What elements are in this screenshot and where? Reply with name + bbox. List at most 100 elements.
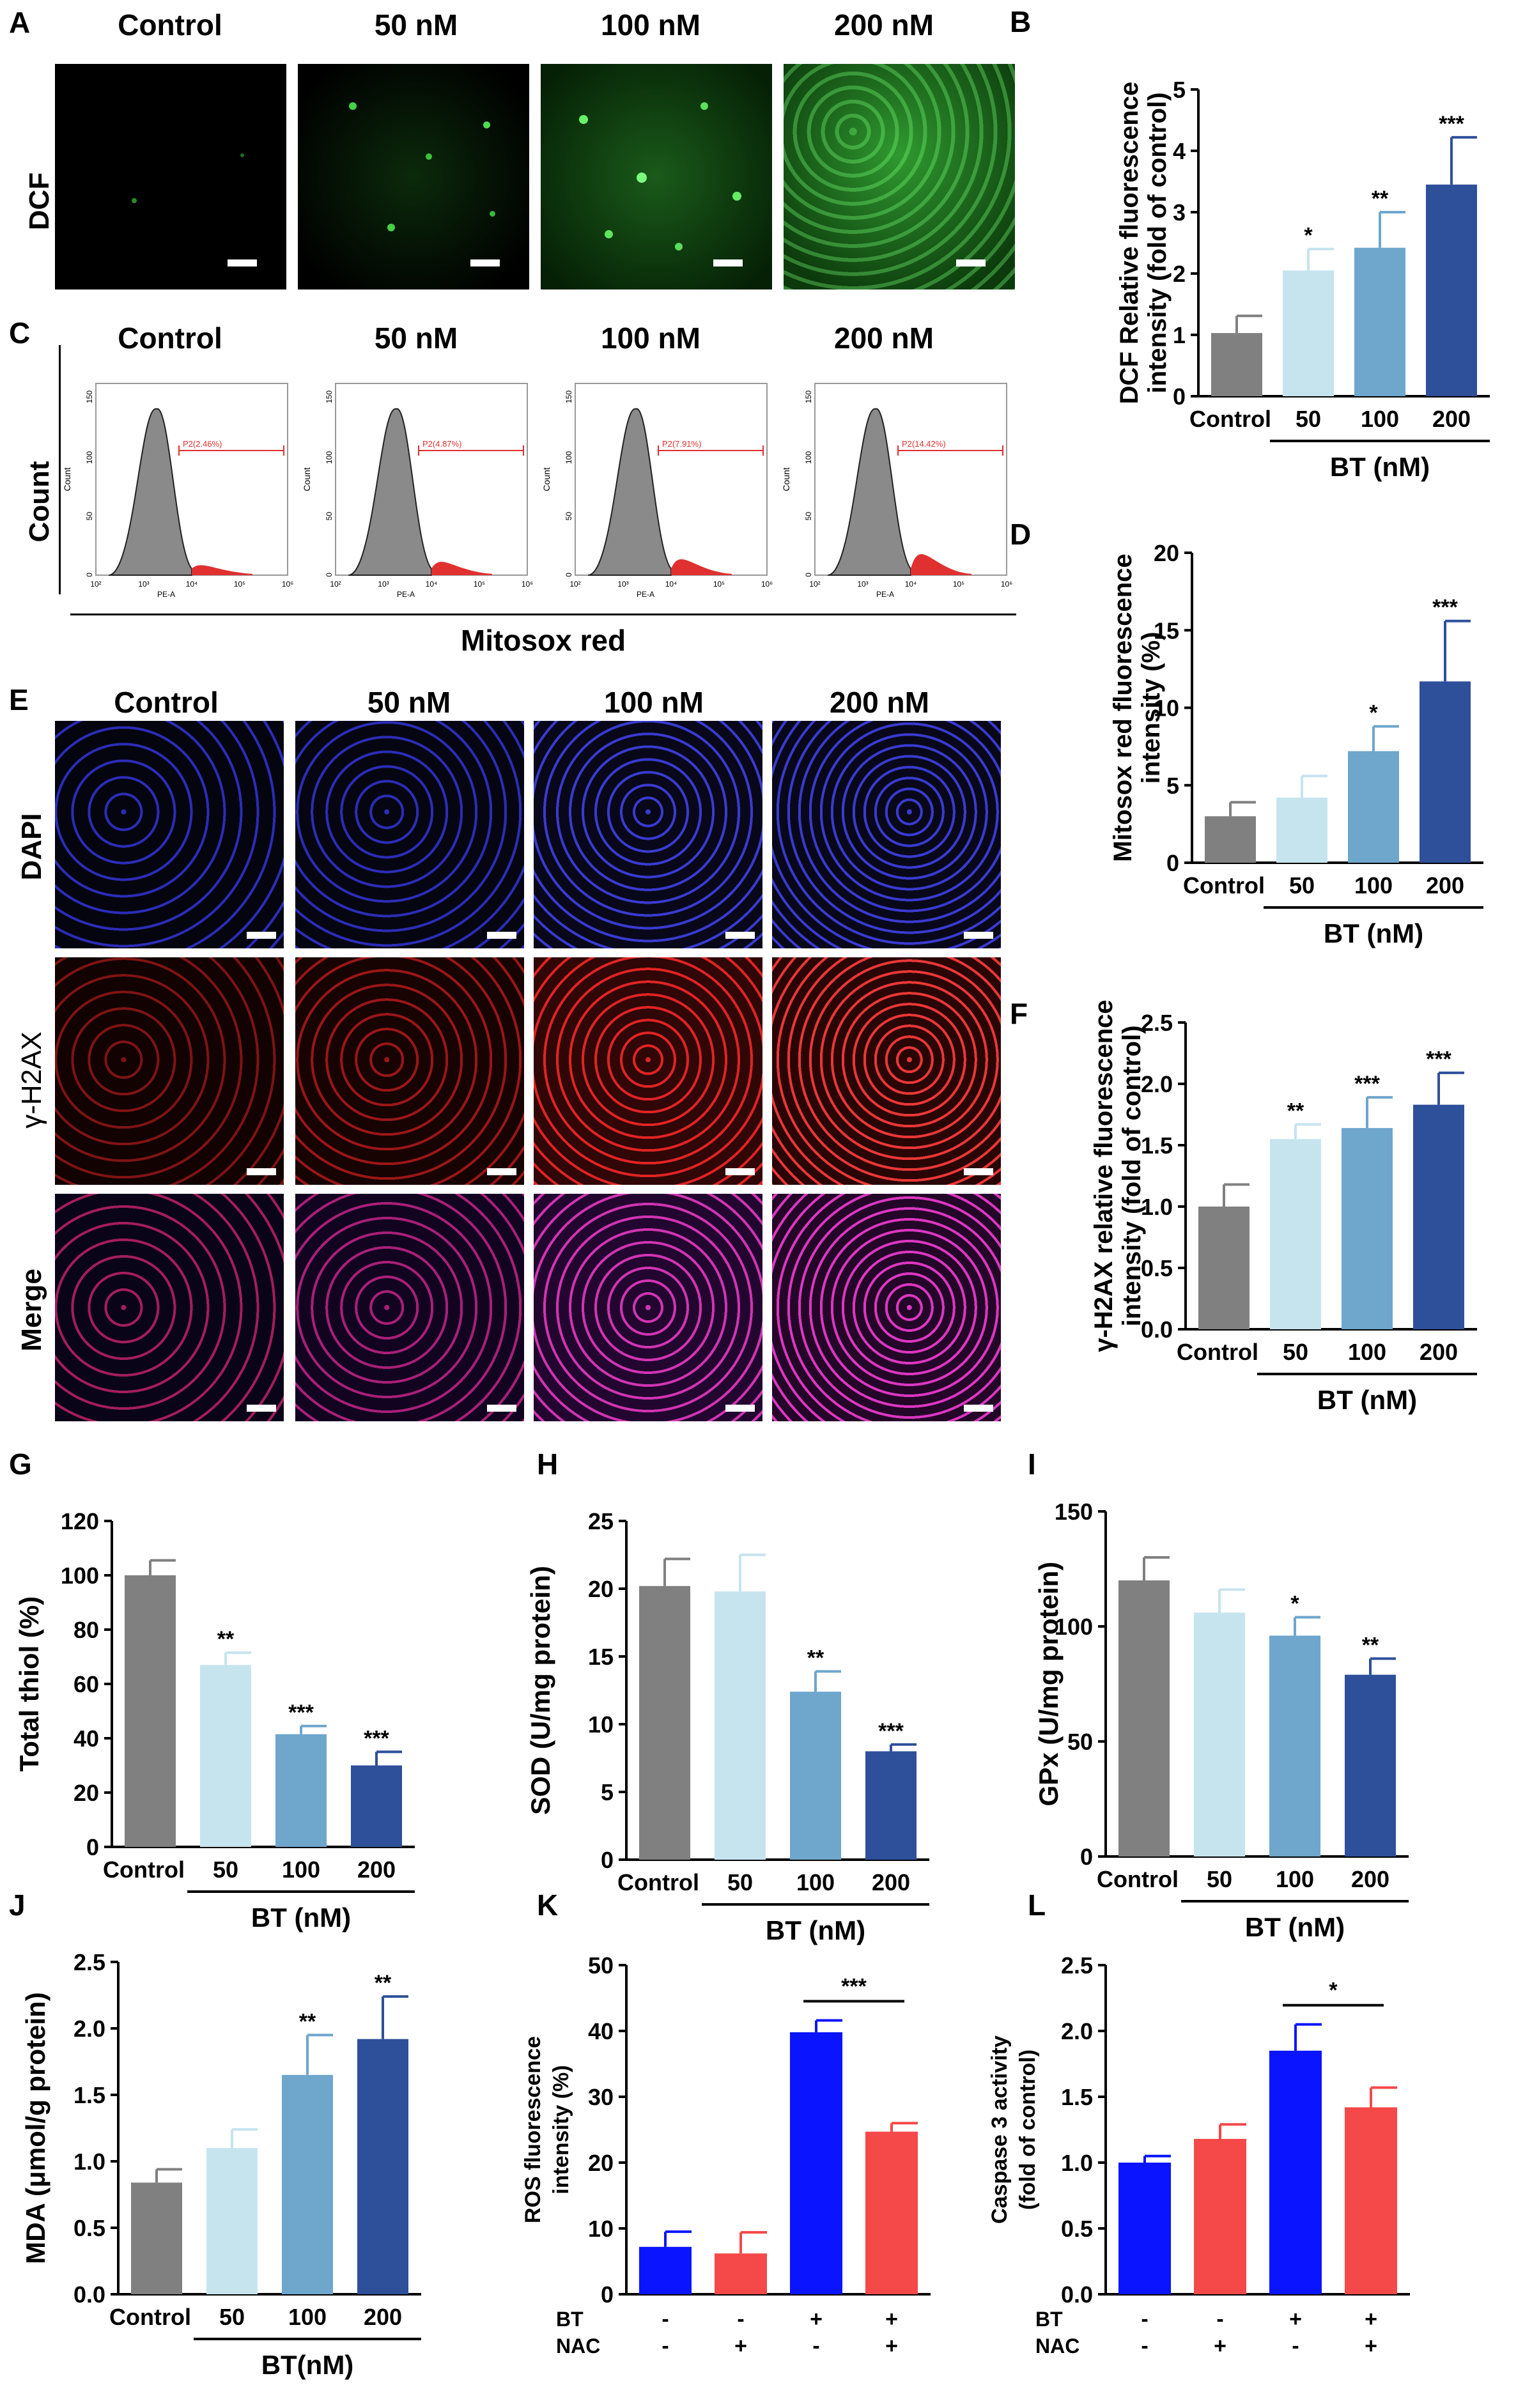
bar: [282, 2074, 333, 2294]
flow-gate-label: P2(7.91%): [662, 439, 701, 449]
x-tick-label: 100: [1276, 1866, 1314, 1892]
x-tick-label: 200: [1432, 406, 1471, 432]
x-axis-label: BT (nM): [1245, 1912, 1345, 1942]
bar: [1413, 1104, 1464, 1329]
y-tick-label: 1.0: [1061, 2150, 1093, 2176]
flow-gate-label: P2(2.46%): [183, 439, 222, 449]
bar: [1270, 1139, 1321, 1329]
flow-xtick: 10⁵: [953, 580, 964, 589]
y-tick-label: 0: [1080, 1844, 1093, 1870]
bt-sign: -: [1141, 2307, 1148, 2331]
x-tick-label: Control: [1189, 406, 1271, 432]
significance-mark: ***: [1354, 1072, 1380, 1096]
flow-xtick: 10³: [138, 580, 149, 589]
x-axis-label: BT(nM): [261, 2350, 354, 2380]
bar: [1283, 270, 1334, 396]
significance-mark: **: [807, 1646, 824, 1670]
significance-mark: *: [1369, 701, 1378, 725]
bar: [1342, 1128, 1393, 1329]
y-tick-label: 3: [1173, 199, 1186, 226]
x-axis-label: BT (nM): [1330, 452, 1430, 482]
flow-axis-label: PE-A: [876, 590, 894, 599]
significance-mark: **: [375, 1971, 392, 1995]
bar: [865, 1751, 917, 1860]
y-tick-label: 2.0: [1141, 1071, 1173, 1097]
bar: [351, 1765, 402, 1847]
x-tick-label: 100: [796, 1869, 835, 1895]
dapi-image-control: [55, 721, 284, 948]
bar: [131, 2182, 182, 2294]
x-axis-label: BT (nM): [766, 1915, 865, 1945]
bar: [1345, 2107, 1397, 2294]
y-tick-label: 15: [588, 1644, 614, 1670]
x-tick-label: 100: [288, 2304, 327, 2330]
significance-mark: ***: [878, 1719, 904, 1743]
x-tick-label: 200: [1420, 1339, 1458, 1365]
y-tick-label: 0.5: [1061, 2216, 1093, 2242]
significance-mark: **: [1362, 1633, 1379, 1657]
flow-title-200nm: 200 nM: [834, 321, 934, 355]
y-tick-label: 25: [588, 1508, 614, 1534]
y-axis-label: Total thiol (%): [14, 1596, 44, 1772]
y-tick-label: 0.0: [1061, 2281, 1093, 2308]
y-tick-label: 50: [588, 1952, 614, 1979]
flow-gate-label: P2(4.87%): [422, 439, 461, 449]
flow-xtick: 10⁶: [1001, 580, 1012, 589]
x-tick-label: 200: [364, 2304, 402, 2330]
significance-mark: **: [1287, 1099, 1304, 1123]
dcf-image-200nm: [784, 64, 1015, 289]
y-axis-label-line2: (fold of control): [1016, 2049, 1040, 2210]
flow-ytick: 50: [85, 512, 94, 521]
x-axis-label: BT (nM): [1317, 1385, 1417, 1415]
h2ax-image-control: [55, 957, 284, 1185]
bt-sign: +: [1289, 2307, 1302, 2331]
h2ax-image-200nm: [772, 957, 1001, 1185]
y-tick-label: 20: [74, 1780, 99, 1806]
nac-sign: +: [885, 2334, 898, 2358]
bar: [1269, 1635, 1320, 1856]
y-tick-label: 80: [74, 1617, 99, 1643]
x-tick-label: 100: [1361, 406, 1399, 432]
significance-mark: ***: [288, 1701, 314, 1725]
flow-xtick: 10²: [809, 580, 820, 589]
flow-ytick: 0: [85, 573, 94, 577]
flow-xtick: 10⁵: [713, 580, 725, 589]
nac-sign: +: [1365, 2334, 1377, 2358]
y-axis-label: ROS fluorescence: [521, 2036, 545, 2223]
nac-sign: -: [662, 2334, 669, 2358]
chart-b: B 0 1 2 3 4 5 DCF Relative fluorescence intensit…: [1010, 5, 1490, 482]
bar: [1118, 2163, 1171, 2294]
y-axis-label-line2: intensity (%): [1137, 632, 1165, 784]
nac-sign: -: [1292, 2334, 1299, 2358]
dapi-image-200nm: [772, 721, 1001, 948]
y-tick-label: 120: [61, 1508, 99, 1534]
significance-mark: *: [1290, 1592, 1299, 1616]
panel-label-a: A: [9, 6, 31, 39]
flow-title-control: Control: [118, 321, 222, 355]
y-axis-label: MDA (μmol/g protein): [20, 1992, 50, 2264]
y-axis-label: Caspase 3 activity: [987, 2035, 1012, 2224]
flow-gated-region: [192, 565, 252, 575]
x-tick-label: 200: [872, 1869, 910, 1895]
flow-xtick: 10²: [90, 580, 101, 589]
flow-gated-region: [911, 554, 971, 575]
flow-ytick: 150: [564, 390, 573, 403]
mitosox-xlabel: Mitosox red: [460, 624, 626, 657]
y-tick-label: 0.0: [74, 2281, 105, 2308]
flow-xtick: 10³: [857, 580, 868, 589]
significance-mark: ***: [1432, 596, 1458, 620]
bar: [1426, 184, 1477, 396]
flow-xtick: 10⁴: [665, 580, 677, 589]
flow-ytick: 150: [325, 390, 334, 403]
bar: [275, 1734, 327, 1847]
y-axis-label: Mitosox red fluorescence: [1109, 553, 1137, 861]
row-label-bt: BT: [556, 2308, 584, 2331]
flow-ytick: 100: [85, 451, 94, 464]
bar: [1198, 1207, 1250, 1329]
flow-xtick: 10⁴: [186, 580, 198, 589]
flow-title-100nm: 100 nM: [601, 321, 700, 355]
flow-histogram-peak: [108, 408, 192, 576]
panel-label-e: E: [9, 683, 29, 716]
